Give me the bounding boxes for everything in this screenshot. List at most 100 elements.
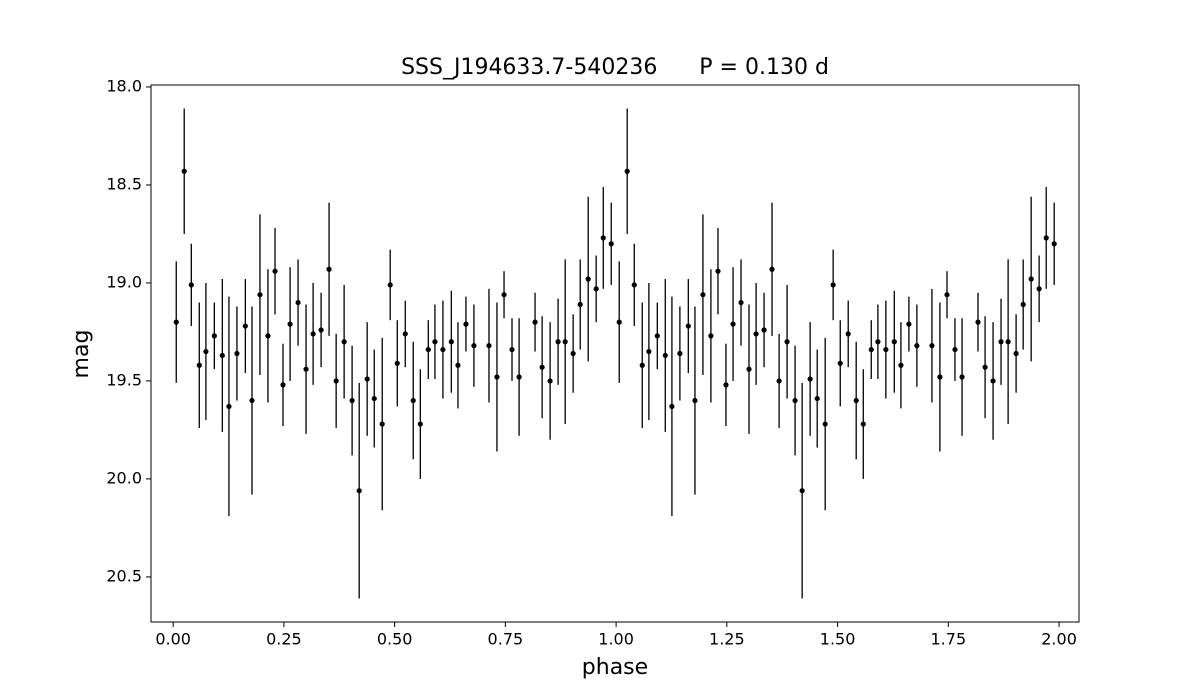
data-point bbox=[265, 333, 271, 339]
data-point bbox=[387, 282, 393, 288]
data-point bbox=[1013, 350, 1019, 357]
data-point bbox=[1028, 276, 1034, 282]
x-tick-label: 1.50 bbox=[820, 630, 856, 649]
x-tick-label: 1.75 bbox=[931, 630, 967, 649]
data-point bbox=[295, 299, 301, 306]
data-point bbox=[883, 346, 889, 353]
data-point bbox=[891, 339, 897, 345]
x-tick-label: 1.00 bbox=[598, 630, 634, 649]
data-point bbox=[562, 339, 568, 345]
data-point bbox=[257, 292, 263, 298]
x-axis-label: phase bbox=[582, 655, 648, 680]
data-point bbox=[792, 397, 798, 404]
y-tick-label: 20.0 bbox=[106, 468, 142, 487]
data-point bbox=[211, 333, 217, 339]
data-point bbox=[753, 331, 759, 337]
data-point bbox=[539, 364, 545, 370]
data-point bbox=[639, 362, 645, 368]
data-point bbox=[975, 319, 981, 325]
data-point bbox=[982, 364, 988, 370]
data-point bbox=[455, 362, 461, 368]
data-point bbox=[532, 319, 538, 325]
data-point bbox=[417, 421, 423, 427]
data-point bbox=[280, 382, 286, 388]
y-tick-label: 20.5 bbox=[106, 566, 142, 585]
data-point bbox=[784, 339, 790, 345]
data-point bbox=[685, 323, 691, 329]
data-point bbox=[914, 343, 920, 349]
data-point bbox=[272, 268, 278, 274]
plot-frame bbox=[150, 84, 1080, 623]
data-point bbox=[364, 376, 370, 382]
data-point bbox=[646, 348, 652, 355]
x-tick-label: 1.25 bbox=[709, 630, 745, 649]
data-point bbox=[448, 339, 454, 345]
data-point bbox=[822, 421, 828, 427]
data-point bbox=[738, 299, 744, 306]
data-point bbox=[303, 366, 309, 372]
x-tick-label: 0.00 bbox=[155, 630, 191, 649]
y-axis-label: mag bbox=[69, 330, 94, 379]
data-point bbox=[624, 168, 630, 174]
data-point bbox=[226, 403, 232, 410]
data-point bbox=[593, 286, 599, 292]
data-point bbox=[669, 403, 675, 410]
data-point bbox=[952, 346, 958, 353]
data-point bbox=[394, 360, 400, 366]
data-point bbox=[708, 333, 714, 339]
data-point bbox=[1036, 286, 1042, 292]
data-point bbox=[402, 331, 408, 337]
data-point bbox=[692, 397, 698, 404]
data-point bbox=[799, 488, 805, 494]
chart-title: SSS_J194633.7-540236 P = 0.130 d bbox=[401, 55, 829, 80]
data-point bbox=[242, 323, 248, 329]
data-point bbox=[868, 346, 874, 353]
data-point bbox=[1020, 301, 1026, 308]
data-point bbox=[440, 346, 446, 353]
data-point bbox=[608, 241, 614, 247]
data-point bbox=[249, 397, 255, 404]
y-tick-label: 19.0 bbox=[106, 272, 142, 291]
data-point bbox=[600, 235, 606, 241]
data-point bbox=[1005, 339, 1011, 345]
y-tick-label: 18.5 bbox=[106, 174, 142, 193]
data-point bbox=[906, 321, 912, 327]
data-point bbox=[196, 362, 202, 368]
data-point bbox=[769, 266, 775, 272]
data-point bbox=[173, 319, 179, 325]
data-point bbox=[585, 276, 591, 282]
y-tick-label: 19.5 bbox=[106, 370, 142, 389]
data-point bbox=[776, 378, 782, 384]
data-point bbox=[356, 488, 362, 494]
data-point bbox=[516, 374, 522, 380]
x-tick-label: 0.25 bbox=[266, 630, 302, 649]
data-point bbox=[837, 360, 843, 366]
data-point bbox=[830, 282, 836, 288]
data-point bbox=[371, 395, 377, 402]
data-point bbox=[898, 362, 904, 368]
data-point bbox=[959, 374, 965, 380]
x-tick-label: 0.75 bbox=[488, 630, 524, 649]
data-point bbox=[616, 319, 622, 325]
data-point bbox=[654, 333, 660, 339]
x-tick-label: 2.00 bbox=[1041, 630, 1077, 649]
data-point bbox=[730, 321, 736, 327]
data-point bbox=[853, 397, 859, 404]
data-point bbox=[761, 327, 767, 333]
data-point bbox=[746, 366, 752, 372]
data-point bbox=[501, 292, 507, 298]
data-point bbox=[700, 292, 706, 298]
data-point bbox=[807, 376, 813, 382]
data-point bbox=[929, 343, 935, 349]
data-point bbox=[860, 421, 866, 427]
y-tick-label: 18.0 bbox=[106, 76, 142, 95]
data-point bbox=[662, 352, 668, 359]
data-point bbox=[379, 421, 385, 427]
data-point bbox=[509, 346, 515, 353]
data-point bbox=[547, 378, 553, 384]
data-point bbox=[875, 339, 881, 345]
data-point bbox=[631, 282, 637, 288]
data-point bbox=[577, 301, 583, 308]
